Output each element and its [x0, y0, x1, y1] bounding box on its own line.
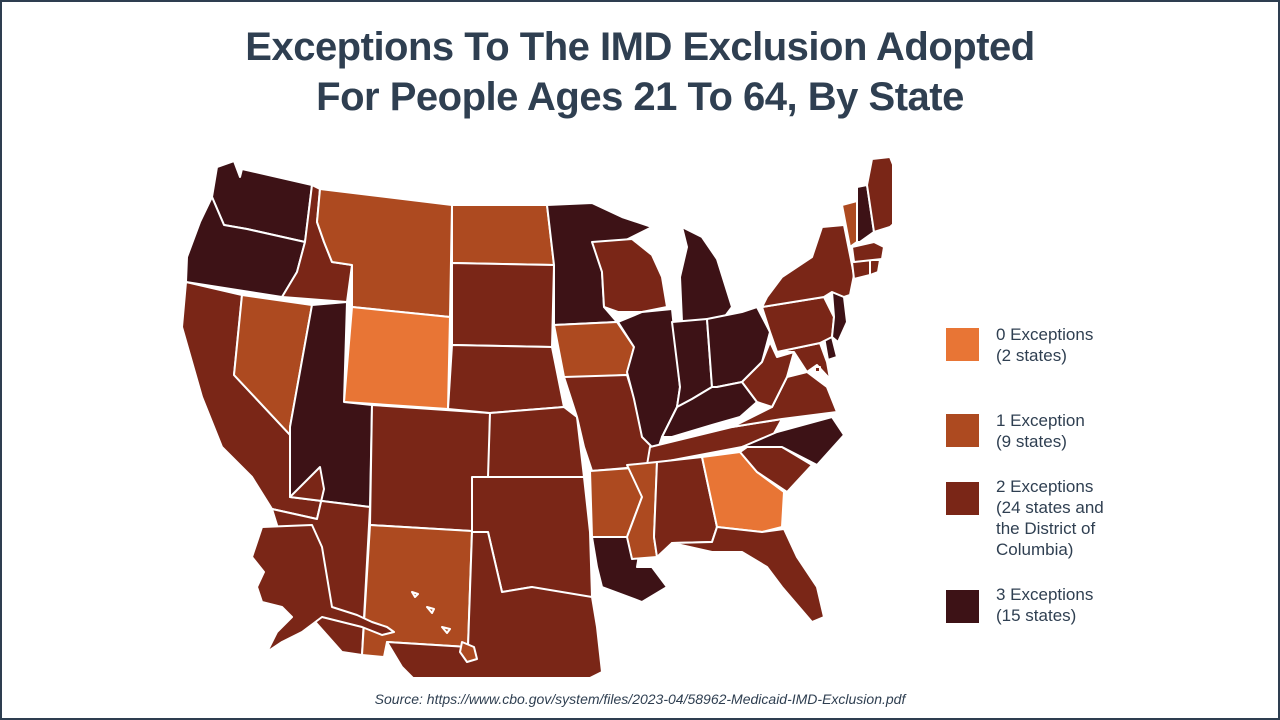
state-sd [451, 262, 555, 348]
state-ri [869, 259, 881, 276]
map-legend: 0 Exceptions (2 states) 1 Exception (9 s… [944, 324, 1144, 670]
state-me [866, 156, 892, 233]
state-nc [741, 416, 845, 466]
legend-swatch [946, 414, 979, 447]
state-hi [411, 591, 478, 663]
legend-item-0-exceptions: 0 Exceptions (2 states) [944, 324, 1144, 410]
us-choropleth-map [172, 147, 892, 677]
legend-swatch [946, 328, 979, 361]
legend-label: 2 Exceptions [996, 477, 1094, 496]
state-nh [856, 184, 875, 243]
legend-item-2-exceptions: 2 Exceptions (24 states and the District… [944, 476, 1144, 584]
state-ia [553, 321, 635, 378]
state-wy [343, 306, 451, 410]
source-citation: Source: https://www.cbo.gov/system/files… [374, 691, 906, 707]
legend-label: 1 Exception [996, 411, 1085, 430]
legend-item-1-exception: 1 Exception (9 states) [944, 410, 1144, 476]
state-ma [851, 241, 885, 263]
state-md [776, 342, 831, 380]
state-wi [591, 238, 668, 313]
legend-label: 3 Exceptions [996, 585, 1094, 604]
state-ny [761, 224, 855, 308]
title-line-1: Exceptions To The IMD Exclusion Adopted [245, 25, 1035, 69]
state-pa [761, 296, 835, 353]
legend-count-cont: the District of [996, 519, 1096, 538]
state-ne [447, 344, 565, 414]
title-line-2: For People Ages 21 To 64, By State [316, 75, 964, 119]
state-ak [251, 524, 395, 653]
legend-label: 0 Exceptions [996, 325, 1094, 344]
state-nm [361, 524, 473, 658]
legend-swatch [946, 482, 979, 515]
state-dc [814, 366, 821, 373]
state-nd [451, 204, 555, 266]
legend-count: (15 states) [996, 606, 1077, 625]
state-tx [386, 531, 603, 677]
legend-swatch [946, 590, 979, 623]
state-nj [831, 291, 848, 343]
legend-count: (2 states) [996, 346, 1067, 365]
legend-count: (24 states and [996, 498, 1104, 517]
state-fl [671, 526, 825, 623]
legend-count-cont: Columbia) [996, 540, 1074, 559]
legend-item-3-exceptions: 3 Exceptions (15 states) [944, 584, 1144, 670]
chart-title: Exceptions To The IMD Exclusion Adopted … [2, 22, 1278, 122]
legend-count: (9 states) [996, 432, 1067, 451]
state-ks [487, 406, 585, 478]
